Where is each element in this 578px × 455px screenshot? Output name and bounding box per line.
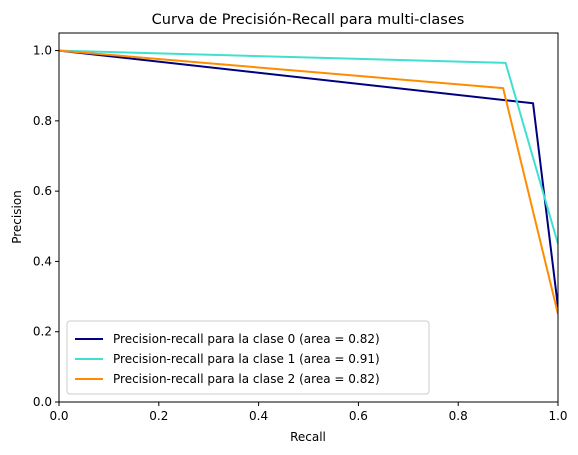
x-tick-label: 0.8 <box>449 409 468 423</box>
y-tick-label: 0.4 <box>33 254 52 268</box>
x-tick-label: 0.0 <box>49 409 68 423</box>
y-axis-ticks: 0.0 0.2 0.4 0.6 0.8 1.0 <box>33 44 59 409</box>
y-tick-label: 1.0 <box>33 44 52 58</box>
legend-label-clase-1: Precision-recall para la clase 1 (area =… <box>113 352 380 366</box>
legend-box <box>66 320 430 395</box>
x-axis-label: Recall <box>290 430 326 444</box>
x-tick-label: 0.2 <box>149 409 168 423</box>
y-axis-label: Precision <box>10 190 24 244</box>
series-line-clase-1 <box>59 49 558 245</box>
x-tick-label: 0.4 <box>249 409 268 423</box>
legend-label-clase-2: Precision-recall para la clase 2 (area =… <box>113 372 380 386</box>
y-tick-label: 0.8 <box>33 114 52 128</box>
plot-frame <box>58 32 559 403</box>
x-tick-label: 1.0 <box>548 409 567 423</box>
x-tick-label: 0.6 <box>349 409 368 423</box>
legend: Precision-recall para la clase 0 (area =… <box>66 320 430 395</box>
series-line-clase-2 <box>59 49 558 315</box>
legend-label-clase-0: Precision-recall para la clase 0 (area =… <box>113 332 380 346</box>
y-tick-label: 0.6 <box>33 184 52 198</box>
chart-title: Curva de Precisión-Recall para multi-cla… <box>152 12 465 28</box>
plot-lines <box>59 49 558 315</box>
series-line-clase-0 <box>59 49 558 308</box>
y-tick-label: 0.2 <box>33 325 52 339</box>
x-axis-ticks: 0.0 0.2 0.4 0.6 0.8 1.0 <box>49 402 568 423</box>
y-tick-label: 0.0 <box>33 395 52 409</box>
